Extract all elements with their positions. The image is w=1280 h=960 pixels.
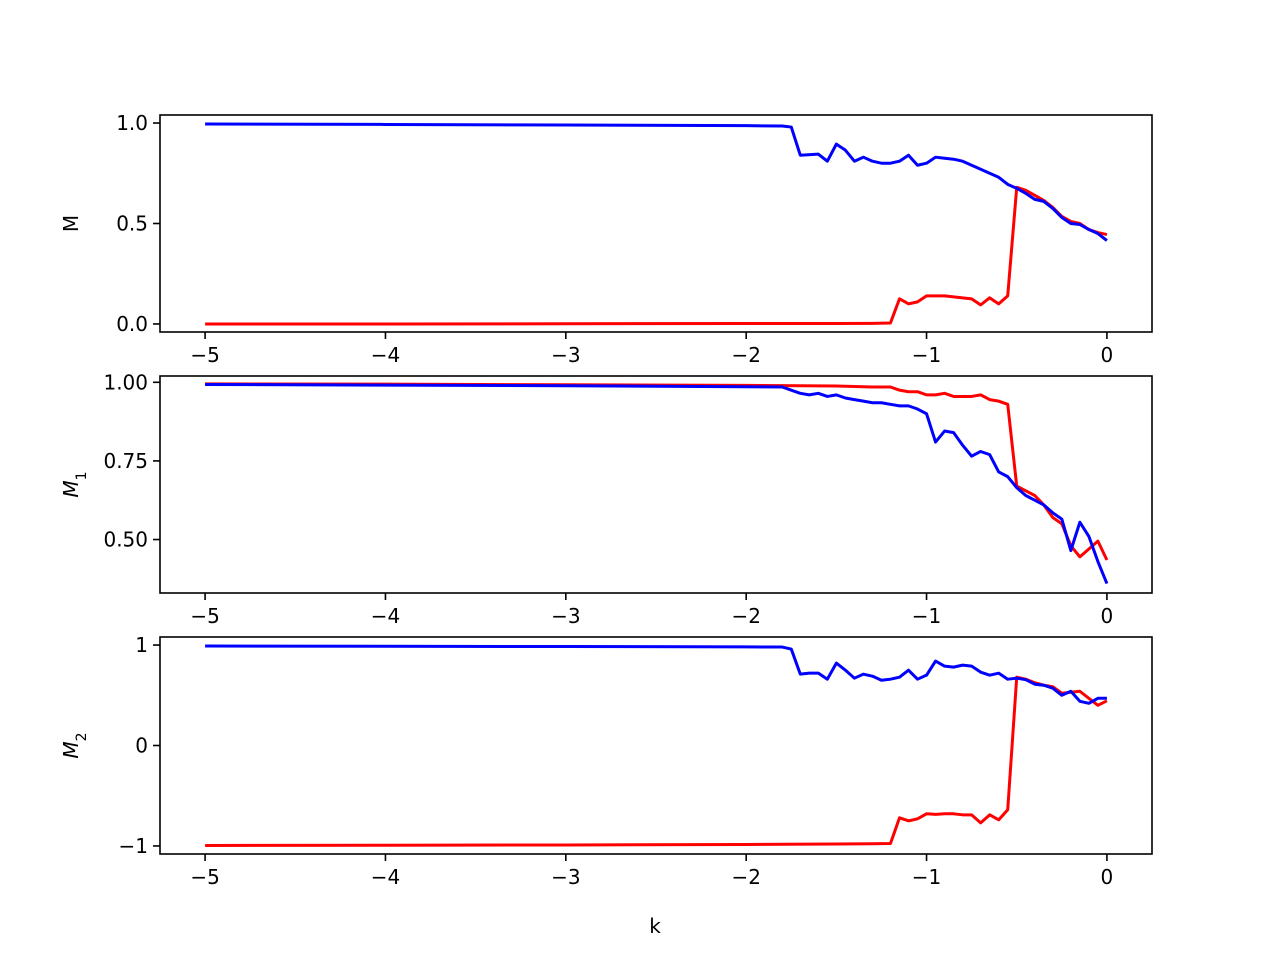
subplot-m: −5 −4 −3 −2 −1 0 0.0 0.5 1.0 M (59, 111, 1153, 367)
x-tick-label: −2 (731, 604, 760, 628)
x-tick-label: −1 (912, 604, 941, 628)
x-tick-label: −4 (371, 343, 400, 367)
x-tick-label: −5 (190, 343, 219, 367)
x-tick-label: −4 (371, 865, 400, 889)
y-axis-label: M2 (59, 732, 90, 758)
y-axis-label-main: M (59, 741, 83, 758)
x-tick-label: 0 (1101, 604, 1114, 628)
series-line-red (205, 675, 1108, 847)
subplot-m1: −5 −4 −3 −2 −1 0 0.50 0.75 1.00 M1 (59, 370, 1153, 628)
y-axis-label-main: M (59, 215, 83, 232)
x-tick-label: −1 (912, 343, 941, 367)
y-axis-label-main: M (59, 480, 83, 497)
x-tick-label: 0 (1101, 865, 1114, 889)
series-line-blue (205, 382, 1109, 585)
y-tick-label: 0.0 (116, 312, 148, 336)
subplot-m2: −5 −4 −3 −2 −1 0 −1 0 1 M2 (59, 633, 1153, 889)
x-tick-label: −5 (190, 865, 219, 889)
x-tick-label: 0 (1101, 343, 1114, 367)
y-tick-label: 0.75 (103, 449, 148, 473)
y-tick-label: 0.5 (116, 212, 148, 236)
y-axis-label: M1 (59, 471, 90, 497)
y-axis-label-subscript: 1 (74, 471, 90, 480)
x-tick-label: −4 (371, 604, 400, 628)
y-tick-label: 0.50 (103, 528, 148, 552)
x-tick-label: −5 (190, 604, 219, 628)
y-tick-label: 1 (135, 633, 148, 657)
series-line-blue (205, 644, 1107, 705)
y-axis-label-subscript: 2 (74, 732, 90, 741)
x-tick-label: −1 (912, 865, 941, 889)
x-tick-label: −2 (731, 865, 760, 889)
x-axis-label: k (649, 914, 661, 938)
y-tick-label: 1.00 (103, 370, 148, 394)
x-tick-label: −3 (551, 604, 580, 628)
y-tick-label: 1.0 (116, 111, 148, 135)
axes-frame (159, 375, 1153, 594)
y-tick-label: −1 (119, 834, 148, 858)
x-tick-label: −3 (551, 865, 580, 889)
series-line-blue (205, 122, 1108, 242)
x-tick-label: −3 (551, 343, 580, 367)
y-tick-label: 0 (135, 734, 148, 758)
x-tick-label: −2 (731, 343, 760, 367)
y-axis-label: M (59, 215, 83, 232)
